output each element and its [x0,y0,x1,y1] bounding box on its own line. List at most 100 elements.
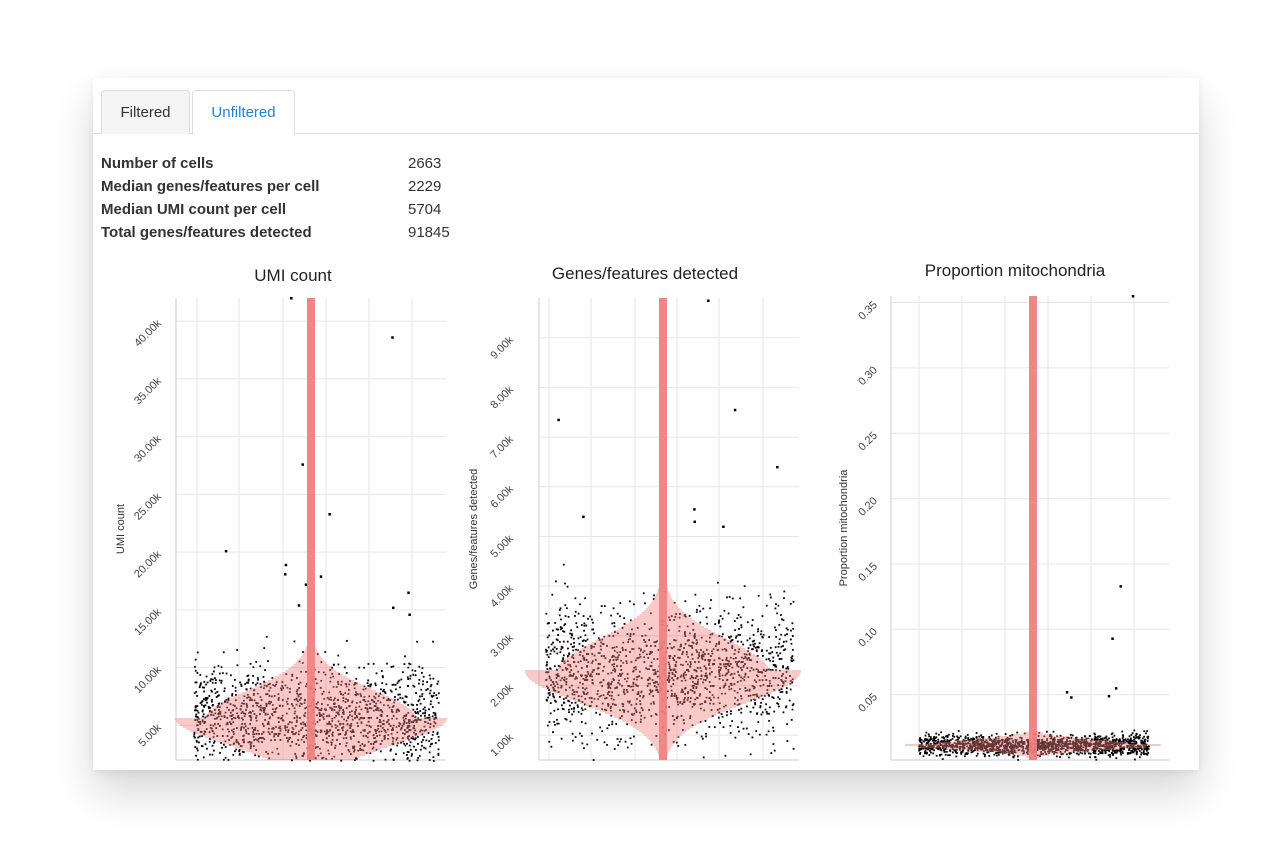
data-point [629,737,632,740]
data-point [743,679,746,682]
data-point [969,739,972,741]
data-point [672,657,675,660]
data-point [432,730,435,733]
data-point [207,705,210,708]
tab-filtered[interactable]: Filtered [101,90,190,134]
data-point [1068,756,1070,759]
data-point [745,727,748,730]
data-point [382,723,385,726]
data-point [221,734,224,737]
data-point [548,721,551,723]
data-point [635,703,638,706]
data-point [394,696,396,698]
data-point [1114,745,1117,748]
data-point [971,739,974,741]
data-point [1018,740,1021,743]
data-point [960,753,963,755]
violin-core [659,298,667,760]
data-point [231,685,234,687]
data-point [583,693,586,695]
data-point [943,750,946,753]
data-point [552,629,554,632]
data-point [652,701,655,704]
data-point [739,634,741,636]
data-point [568,708,570,711]
data-point [437,692,440,695]
data-point [1142,743,1145,745]
data-point [1098,735,1101,738]
data-point [693,690,696,693]
data-point [1069,733,1072,736]
data-point [416,711,419,713]
data-point [199,702,202,704]
data-point [391,727,394,730]
data-point [970,751,973,754]
data-point [586,670,589,673]
data-point [1131,751,1134,754]
data-point [345,639,348,642]
data-point [781,691,784,693]
data-point [300,729,302,732]
data-point [546,699,548,702]
data-point [637,684,639,687]
data-point [779,691,782,694]
data-point [1042,749,1044,751]
data-point [1055,749,1057,752]
data-point [437,701,440,704]
data-point [772,730,775,732]
data-point [403,742,406,745]
data-point [736,617,739,620]
data-point [613,663,616,666]
data-point [546,668,549,670]
data-point [379,742,382,745]
data-point [682,691,684,693]
outlier-point [582,515,585,519]
data-point [1015,745,1018,748]
data-point [922,747,925,750]
data-point [774,677,777,680]
data-point [1072,743,1075,745]
data-point [1139,734,1141,737]
data-point [382,696,385,699]
data-point [580,666,583,669]
data-point [1051,750,1054,753]
data-point [1143,748,1146,751]
data-point [383,690,386,693]
data-point [574,736,577,738]
data-point [428,759,431,761]
data-point [748,637,751,640]
data-point [785,627,788,630]
data-point [761,698,764,701]
tab-unfiltered[interactable]: Unfiltered [192,90,295,135]
data-point [1131,746,1133,749]
data-point [606,743,609,746]
data-point [429,745,432,748]
data-point [980,736,983,739]
data-point [1127,742,1130,744]
data-point [1101,737,1104,740]
y-tick-label: 0.35 [856,299,880,323]
data-point [1015,746,1018,749]
data-point [419,710,422,712]
data-point [772,697,775,699]
data-point [681,702,684,705]
data-point [403,733,406,736]
data-point [203,690,205,693]
data-point [940,741,943,744]
data-point [695,731,698,734]
data-point [380,670,383,672]
data-point [689,688,692,691]
data-point [946,736,949,738]
data-point [352,731,355,733]
data-point [694,703,696,706]
data-point [294,752,297,755]
data-point [343,666,346,669]
data-point [692,622,695,625]
data-point [573,615,576,617]
data-point [1138,756,1141,759]
data-point [704,679,707,682]
data-point [669,669,672,672]
data-point [689,661,692,663]
data-point [294,725,297,727]
data-point [949,749,951,752]
